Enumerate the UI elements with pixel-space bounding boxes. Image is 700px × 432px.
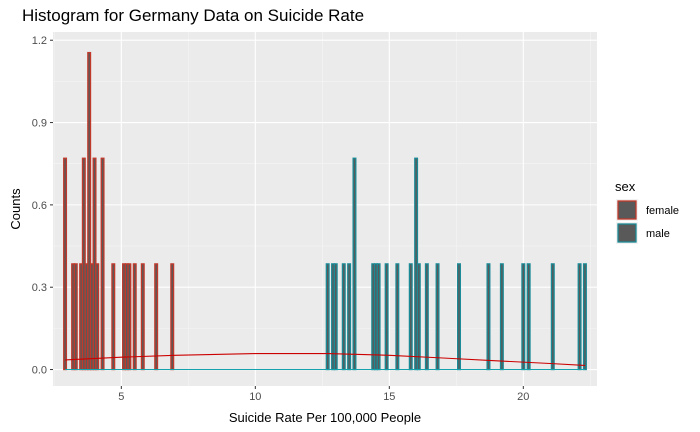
histogram-bar-male <box>457 263 461 371</box>
histogram-bar-male <box>550 263 555 371</box>
y-tick-label: 0.6 <box>32 200 47 212</box>
histogram-bar-female <box>132 263 137 371</box>
histogram-bar-female <box>95 263 100 371</box>
histogram-bar-male <box>486 263 491 371</box>
histogram-bar-male <box>395 263 400 371</box>
x-axis-title: Suicide Rate Per 100,000 People <box>229 410 421 425</box>
histogram-bar-male <box>384 263 389 371</box>
x-tick-label: 15 <box>383 391 395 403</box>
y-axis-ticks: 0.0 0.3 0.6 0.9 1.2 <box>32 35 53 377</box>
y-axis-title: Counts <box>8 188 23 230</box>
density-curve-female <box>65 353 585 366</box>
histogram-bar-female <box>140 263 145 371</box>
histogram-bar-male <box>424 263 429 371</box>
x-tick-label: 10 <box>249 391 261 403</box>
histogram-bar-female <box>127 263 132 371</box>
legend-key-male <box>617 223 637 243</box>
histogram-bars <box>63 51 587 371</box>
legend-label-female: female <box>646 205 679 217</box>
density-curves <box>65 353 585 371</box>
y-tick-label: 0.0 <box>32 365 47 377</box>
histogram-bar-female <box>100 157 105 371</box>
y-tick-label: 0.9 <box>32 118 47 130</box>
x-axis-ticks: 5 10 15 20 <box>118 386 529 403</box>
x-tick-label: 5 <box>118 391 124 403</box>
chart-title: Histogram for Germany Data on Suicide Ra… <box>22 6 365 25</box>
legend-label-male: male <box>646 228 670 240</box>
histogram-bar-male <box>582 263 587 371</box>
histogram-bar-male <box>408 263 413 371</box>
histogram-bar-male <box>435 263 440 371</box>
histogram-bar-female <box>73 263 78 371</box>
x-tick-label: 20 <box>517 391 529 403</box>
histogram-bar-male <box>526 263 531 371</box>
y-tick-label: 0.3 <box>32 282 47 294</box>
histogram-bar-male <box>499 263 504 371</box>
histogram-bar-male <box>416 263 421 371</box>
histogram-bar-female <box>111 263 116 371</box>
histogram-bar-male <box>521 263 526 371</box>
histogram-bar-male <box>352 157 357 371</box>
legend-title: sex <box>615 179 636 194</box>
y-tick-label: 1.2 <box>32 35 47 47</box>
histogram-bar-male <box>577 263 582 371</box>
histogram-bar-female <box>154 263 159 371</box>
histogram-bar-female <box>170 263 175 371</box>
legend: sex female male <box>615 179 679 244</box>
histogram-bar-female <box>63 157 68 371</box>
legend-key-female <box>617 200 637 220</box>
histogram-bar-male <box>376 263 381 371</box>
